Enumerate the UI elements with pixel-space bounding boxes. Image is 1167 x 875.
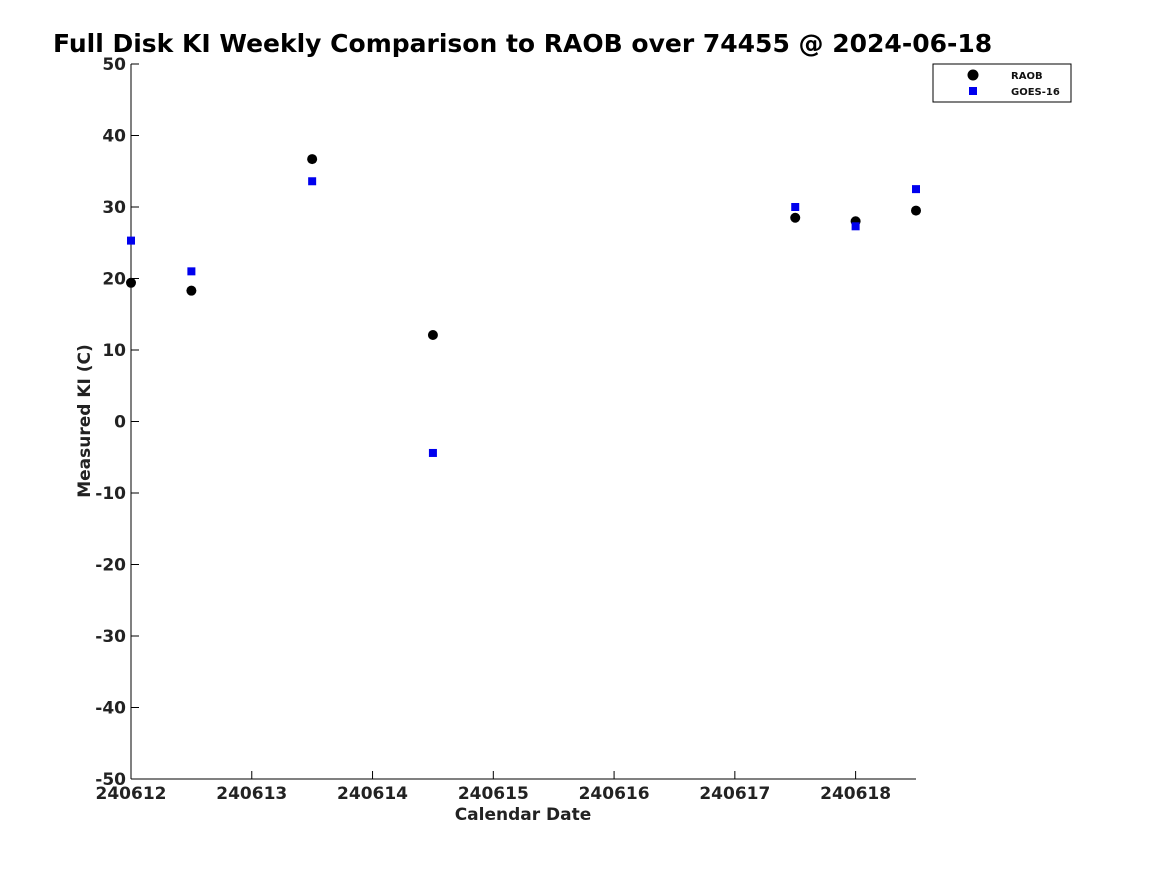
- goes-16-point: [127, 236, 135, 245]
- goes-16-point: [912, 185, 920, 194]
- y-tick-label: 50: [102, 55, 126, 75]
- y-axis-label: Measured KI (C): [75, 344, 95, 498]
- y-tick-label: 0: [114, 413, 126, 433]
- raob-point: [126, 277, 136, 288]
- legend-goes16-marker: [969, 87, 977, 95]
- raob-point: [790, 212, 801, 223]
- x-tick-label: 240617: [699, 784, 770, 804]
- goes-16-point: [428, 448, 437, 457]
- y-tick-label: -20: [95, 556, 126, 576]
- y-tick-label: 20: [102, 270, 126, 290]
- legend-box: [932, 63, 1072, 103]
- y-tick-label: 10: [102, 341, 126, 361]
- legend-goes16-label: GOES-16: [1011, 87, 1060, 98]
- raob-point: [911, 205, 921, 216]
- legend-raob-label: RAOB: [1011, 71, 1043, 82]
- y-tick-label: -10: [95, 484, 126, 504]
- x-axis-label: Calendar Date: [455, 805, 592, 825]
- legend-raob-marker: [967, 69, 979, 81]
- x-tick-label: 240618: [820, 784, 891, 804]
- raob-point: [307, 154, 318, 165]
- x-tick-label: 240614: [337, 784, 408, 804]
- y-tick-label: -40: [95, 699, 126, 719]
- raob-point: [427, 329, 438, 340]
- y-tick-label: -30: [95, 627, 126, 647]
- chart-title: Full Disk KI Weekly Comparison to RAOB o…: [53, 29, 992, 58]
- goes-16-point: [851, 222, 860, 231]
- y-axis: 50 40 30 20 10 0 -10 -20 -30 -40 -50: [95, 55, 139, 790]
- goes-16-point: [308, 177, 317, 186]
- legend: RAOB GOES-16: [932, 63, 1072, 103]
- x-tick-label: 240616: [579, 784, 650, 804]
- plot-points: [126, 154, 921, 457]
- y-tick-label: 40: [102, 127, 126, 147]
- goes-16-point: [791, 203, 800, 211]
- goes-16-point: [187, 267, 196, 276]
- x-tick-label: 240612: [96, 784, 167, 804]
- raob-point: [186, 285, 197, 296]
- y-tick-label: -50: [95, 770, 126, 790]
- x-tick-label: 240615: [458, 784, 529, 804]
- y-tick-label: 30: [102, 198, 126, 218]
- x-tick-label: 240613: [216, 784, 287, 804]
- x-axis: 240612 240613 240614 240615 240616 240617 2406…: [96, 771, 891, 804]
